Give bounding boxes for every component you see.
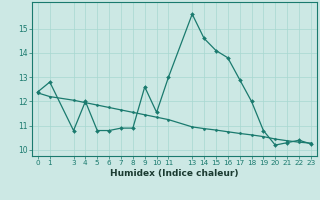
X-axis label: Humidex (Indice chaleur): Humidex (Indice chaleur) bbox=[110, 169, 239, 178]
